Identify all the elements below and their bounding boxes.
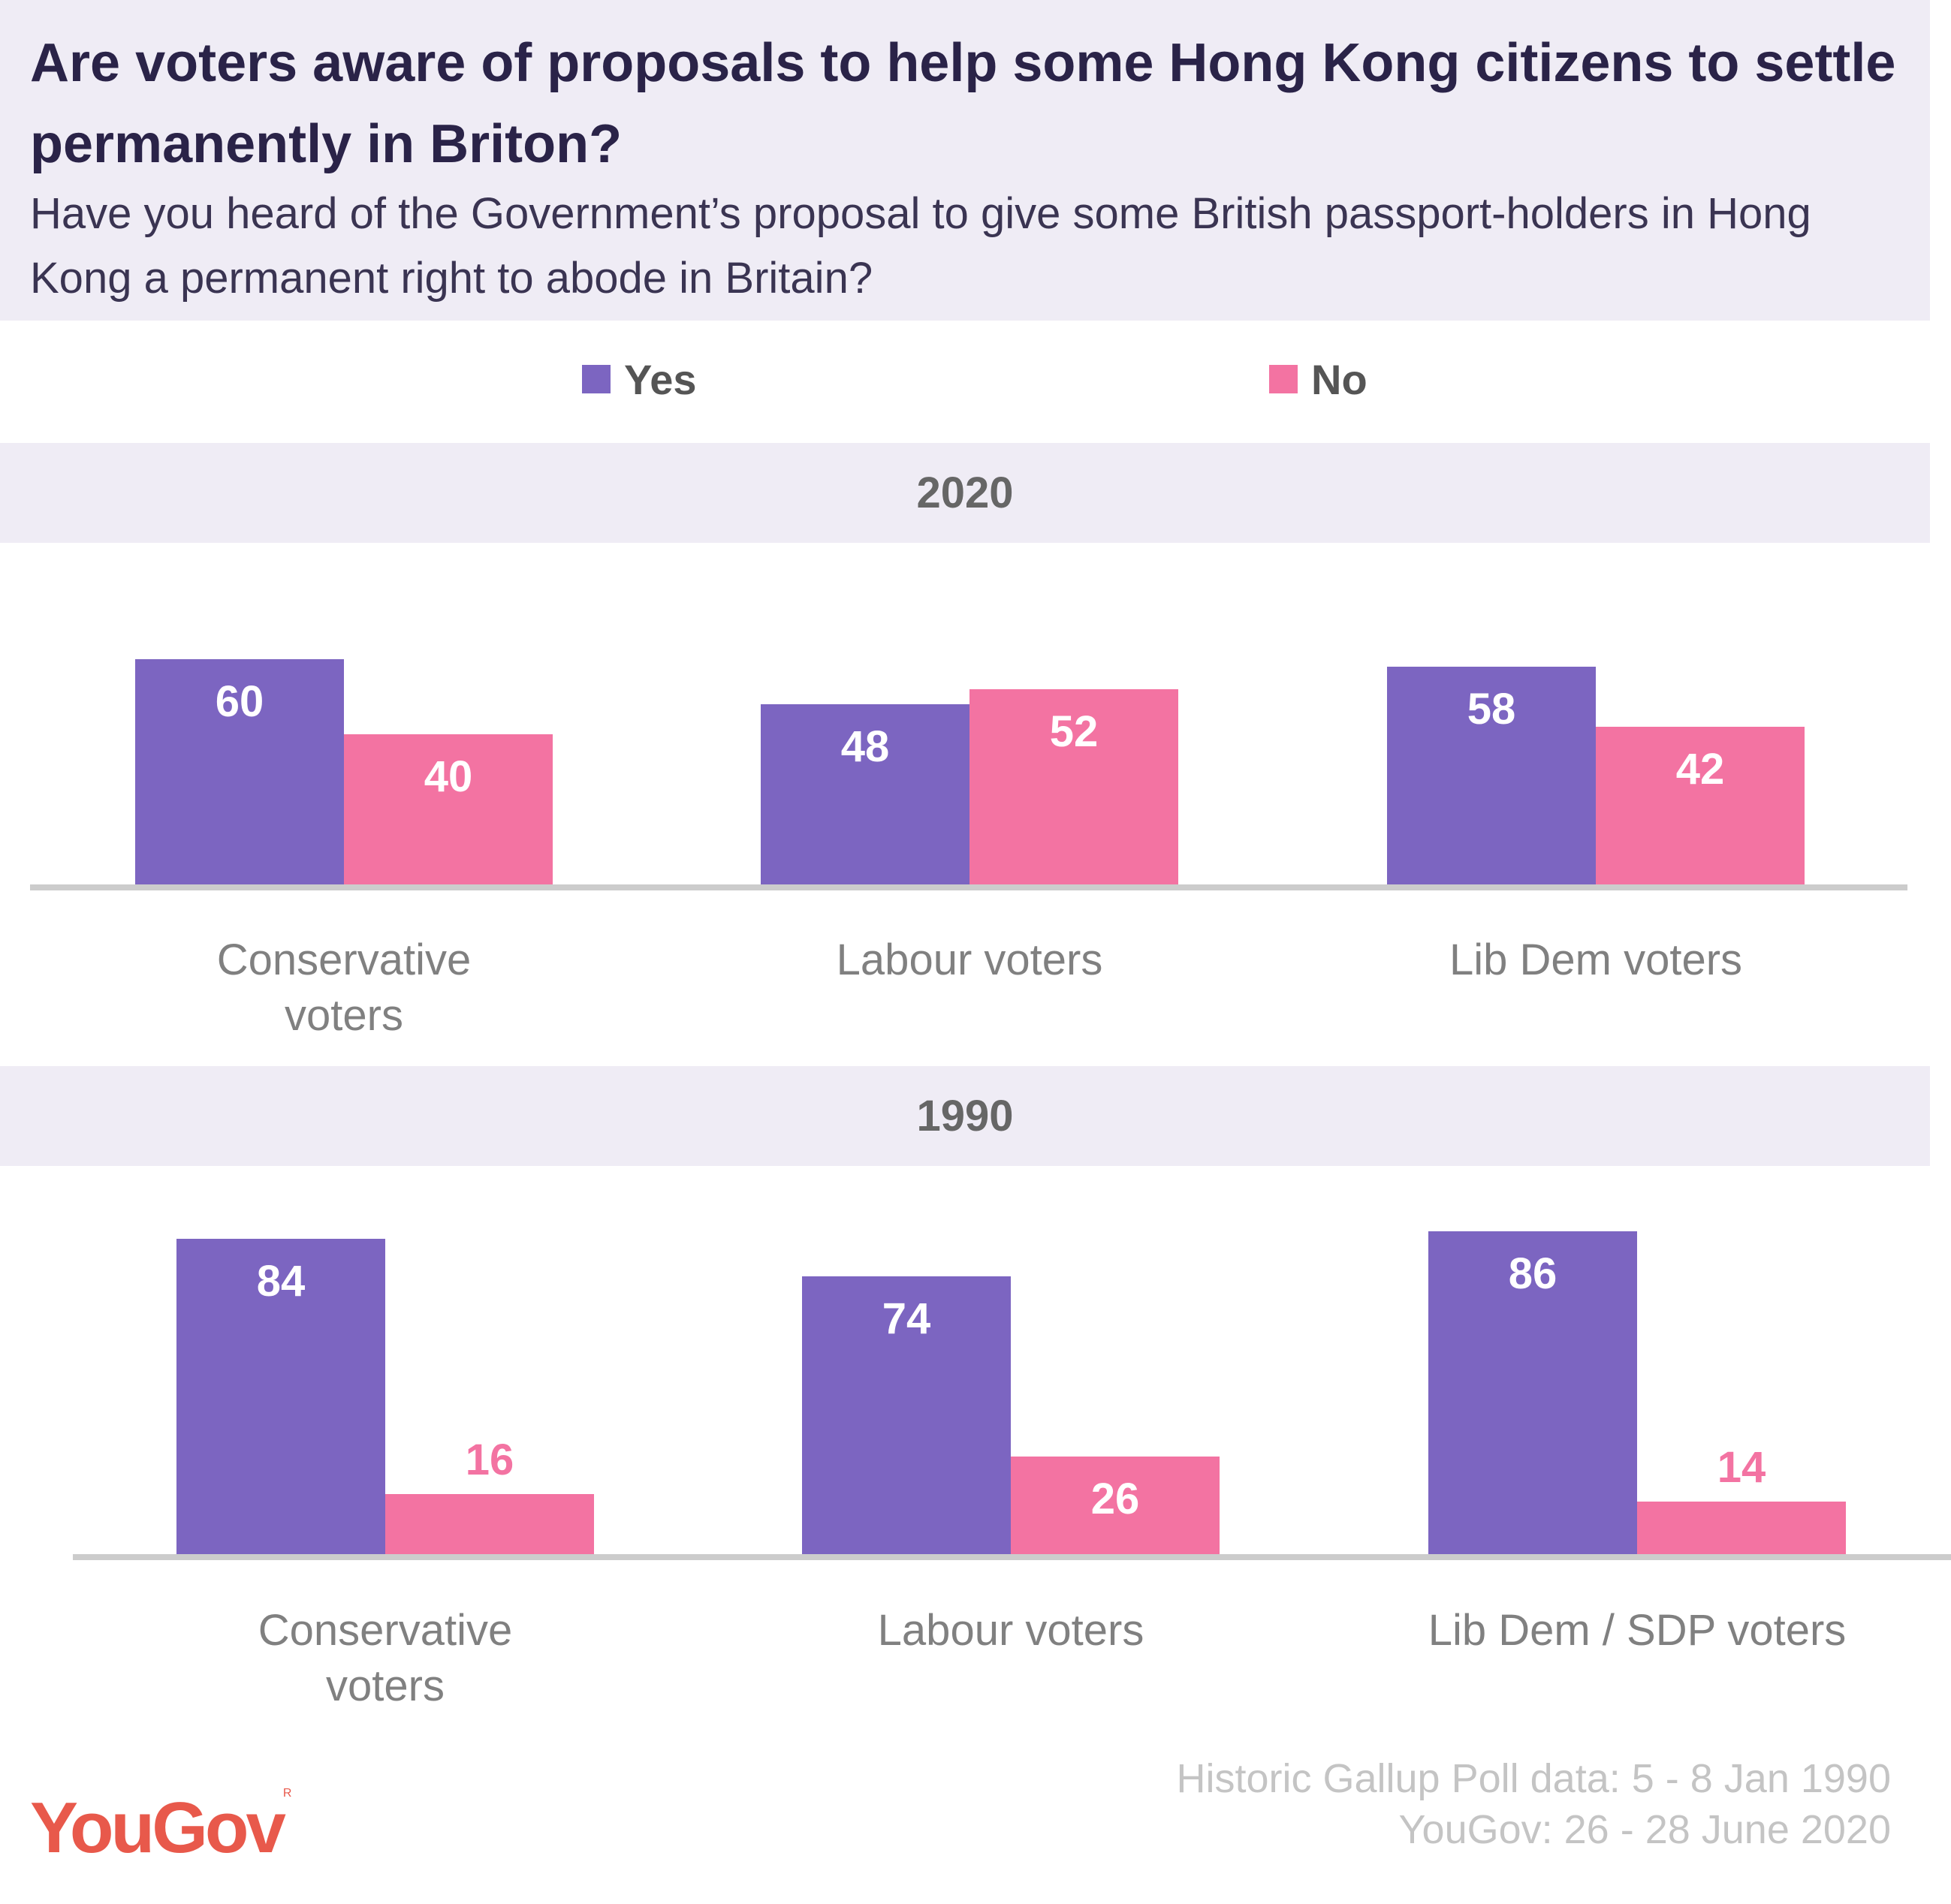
data-label-no-lib-dem-voters: 42 <box>1676 745 1725 794</box>
legend-swatch-no <box>1269 365 1298 393</box>
data-label-no-lib-dem-sdp-voters: 14 <box>1717 1443 1766 1492</box>
category-label-labour-voters: Labour voters <box>837 935 1103 984</box>
data-label-yes-labour-voters: 48 <box>841 722 890 771</box>
chart-subtitle: Have you heard of the Government’s propo… <box>30 189 1811 303</box>
data-label-yes-labour-voters: 74 <box>882 1294 931 1343</box>
bar-yes-labour-voters <box>802 1276 1011 1554</box>
chart-1990: 84 16 Conservative voters 74 26 Labour voters 8… <box>73 1231 1951 1710</box>
legend-label-no: No <box>1311 355 1368 403</box>
panel-title-1990: 1990 <box>916 1092 1014 1140</box>
data-label-no-conservative-voters: 40 <box>424 752 473 801</box>
bar-no-conservative-voters <box>385 1494 594 1554</box>
source-note: Historic Gallup Poll data: 5 - 8 Jan 199… <box>1176 1753 1891 1855</box>
bar-yes-labour-voters <box>761 704 969 884</box>
yougov-logo-text: YouGov <box>30 1788 286 1868</box>
bar-no-labour-voters <box>1011 1457 1220 1554</box>
yougov-logo: YouGovR <box>30 1787 291 1869</box>
bar-no-lib-dem-sdp-voters <box>1637 1502 1846 1554</box>
header-panel: Are voters aware of proposals to help so… <box>0 0 1930 321</box>
bar-yes-conservative-voters <box>135 659 344 884</box>
data-label-yes-lib-dem-sdp-voters: 86 <box>1509 1249 1557 1298</box>
data-label-no-labour-voters: 26 <box>1091 1475 1140 1523</box>
bar-no-lib-dem-voters <box>1596 727 1805 884</box>
panel-title-2020: 2020 <box>916 468 1014 517</box>
chart-title: Are voters aware of proposals to help so… <box>30 33 1896 174</box>
chart-2020: 60 40 Conservative voters 48 52 Labour voters 5… <box>30 659 1907 1040</box>
category-label-conservative-voters: Conservative voters <box>258 1606 512 1710</box>
category-label-labour-voters: Labour voters <box>878 1606 1144 1655</box>
data-label-no-conservative-voters: 16 <box>466 1436 514 1484</box>
panel-header-1990: 1990 <box>0 1066 1930 1166</box>
bar-yes-lib-dem-sdp-voters <box>1428 1231 1637 1554</box>
bar-yes-conservative-voters <box>176 1239 385 1554</box>
category-label-conservative-voters: Conservative voters <box>217 935 471 1040</box>
registered-mark: R <box>282 1787 292 1800</box>
legend: Yes No <box>0 353 1951 405</box>
source-line-yougov: YouGov: 26 - 28 June 2020 <box>1398 1807 1891 1852</box>
category-label-lib-dem-sdp-voters: Lib Dem / SDP voters <box>1428 1606 1847 1655</box>
source-line-gallup: Historic Gallup Poll data: 5 - 8 Jan 199… <box>1176 1756 1891 1801</box>
data-label-no-labour-voters: 52 <box>1050 707 1099 756</box>
panel-header-2020: 2020 <box>0 443 1930 543</box>
legend-swatch-yes <box>582 365 611 393</box>
bar-no-conservative-voters <box>344 734 553 884</box>
bar-no-labour-voters <box>969 689 1178 884</box>
data-label-yes-conservative-voters: 84 <box>257 1257 306 1306</box>
data-label-yes-conservative-voters: 60 <box>216 677 264 726</box>
bar-yes-lib-dem-voters <box>1387 667 1596 884</box>
legend-item-yes: Yes <box>582 353 697 405</box>
legend-item-no: No <box>1269 353 1368 405</box>
data-label-yes-lib-dem-voters: 58 <box>1467 685 1516 734</box>
category-label-lib-dem-voters: Lib Dem voters <box>1449 935 1742 984</box>
legend-label-yes: Yes <box>624 355 697 403</box>
